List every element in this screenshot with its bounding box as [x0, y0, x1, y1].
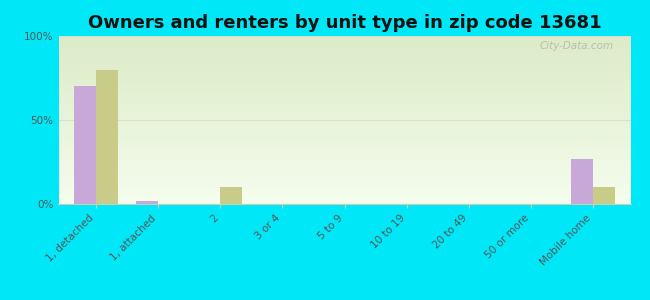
- Bar: [220, 187, 242, 204]
- Title: Owners and renters by unit type in zip code 13681: Owners and renters by unit type in zip c…: [88, 14, 601, 32]
- Bar: [74, 86, 96, 204]
- Bar: [593, 187, 615, 204]
- Bar: [571, 159, 593, 204]
- Text: City-Data.com: City-Data.com: [540, 41, 614, 51]
- Bar: [136, 201, 158, 204]
- Bar: [96, 70, 118, 204]
